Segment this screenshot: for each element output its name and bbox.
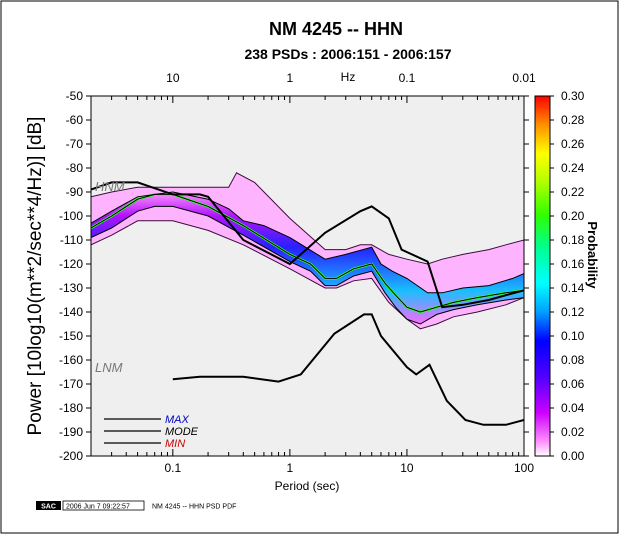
y-tick-label: -140 [59,305,83,319]
footer-caption: NM 4245 -- HHN PSD PDF [152,504,236,511]
chart-subtitle: 238 PSDs : 2006:151 - 2006:157 [244,46,451,62]
colorbar-tick-label: 0.08 [561,353,585,367]
plot-frame [90,95,525,457]
colorbar-tick-label: 0.14 [561,281,585,295]
sac-logo-text: SAC [41,504,56,511]
y-tick-label: -50 [66,89,84,103]
nhnm-curve [91,181,524,309]
colorbar-tick-label: 0.06 [561,377,585,391]
y-tick-label: -130 [59,281,83,295]
x-tick-label: 100 [514,461,534,475]
colorbar-label: Probability [585,221,600,289]
top-axis: 10 1 0.1 0.01 [90,71,536,103]
colorbar-tick-label: 0.28 [561,113,585,127]
nlnm-curve [172,313,524,426]
y-tick-label: -180 [59,401,83,415]
top-tick-label: 0.01 [512,71,536,85]
y-tick-label: -80 [66,161,84,175]
y-tick-label: -200 [59,449,83,463]
y-tick-label: -90 [66,185,84,199]
mode-curve-outline [91,193,524,313]
y-tick-label: -190 [59,425,83,439]
y-tick-label: -60 [66,113,84,127]
hnm-label: HNM [95,179,125,194]
y-tick-label: -170 [59,377,83,391]
top-tick-label: 10 [166,71,180,85]
plot-area [91,172,524,426]
timestamp-box [62,500,145,511]
y-tick-label: -110 [60,233,83,247]
top-tick-label: 1 [287,71,294,85]
colorbar-tick-label: 0.20 [561,209,585,223]
colorbar-tick-label: 0.24 [561,161,585,175]
colorbar-tick-label: 0.30 [561,89,585,103]
colorbar-tick-label: 0.22 [561,185,585,199]
x-tick-label: 0.1 [164,461,181,475]
top-axis-label: Hz [341,70,356,84]
x-tick-label: 1 [287,461,294,475]
y-tick-label: -100 [59,209,83,223]
legend-label-mode: MODE [165,426,199,438]
colorbar [534,95,551,457]
top-tick-label: 0.1 [399,71,416,85]
colorbar-tick-label: 0.16 [561,257,585,271]
colorbar-tick-label: 0.02 [561,425,585,439]
lnm-label: LNM [95,360,123,375]
colorbar-tick-label: 0.00 [561,449,585,463]
footer-timestamp: 2006 Jun 7 09:22:57 [66,504,130,511]
y-axis: -50 -60 -70 -80 -90 -100 -110 -120 -130 -140 -150 -… [59,89,529,463]
legend-label-min: MIN [165,438,185,450]
colorbar-tick-label: 0.04 [561,401,585,415]
x-axis-label: Period (sec) [275,479,340,493]
colorbar-ticks: 0.00 0.02 0.04 0.06 0.08 0.10 0.12 0.14 0.16 0.18… [550,89,585,463]
colorbar-tick-label: 0.10 [561,329,585,343]
min-curve [91,205,524,325]
y-tick-label: -160 [59,353,83,367]
y-tick-label: -150 [59,329,83,343]
y-tick-label: -120 [59,257,83,271]
chart-title: NM 4245 -- HHN [269,19,403,39]
colorbar-tick-label: 0.12 [561,305,585,319]
colorbar-tick-label: 0.18 [561,233,585,247]
legend-label-max: MAX [165,414,190,426]
y-tick-label: -70 [66,137,84,151]
y-axis-label: Power [10log10(m**2/sec**4/Hz)] [dB] [25,117,46,436]
probability-core-band [91,192,524,324]
colorbar-tick-label: 0.26 [561,137,585,151]
x-tick-label: 10 [400,461,414,475]
sac-logo [36,501,61,510]
x-axis: 0.1 1 10 100 [90,449,534,475]
